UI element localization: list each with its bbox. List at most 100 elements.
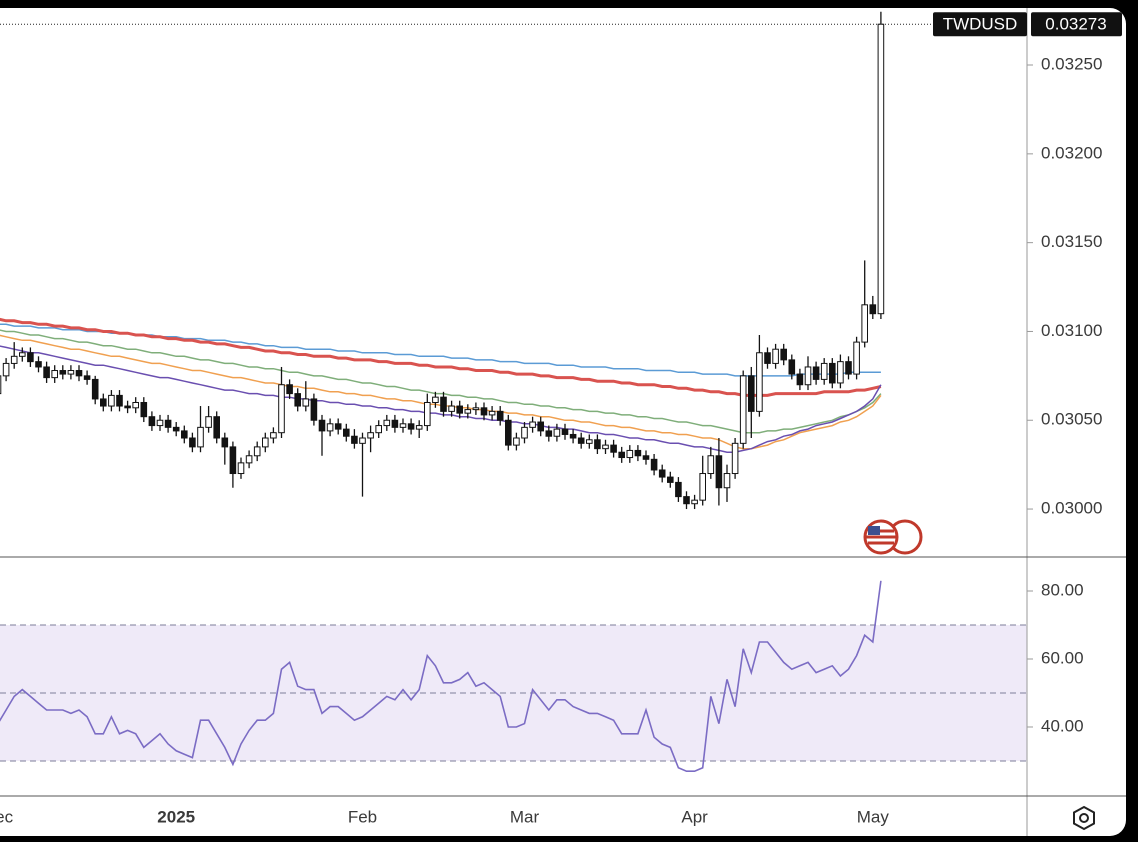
candle-body [780, 348, 788, 361]
y-tick-label: 60.00 [1041, 648, 1084, 667]
candle-body [334, 423, 342, 430]
y-tick-label: 0.03000 [1041, 499, 1102, 518]
candle-body [626, 449, 634, 459]
candle-body [415, 425, 423, 430]
candle-body [594, 439, 601, 450]
candle-body [812, 366, 820, 380]
y-tick-label: 80.00 [1041, 580, 1084, 599]
candle-body [310, 398, 318, 421]
rsi-line [0, 580, 882, 772]
candle-body [505, 419, 512, 446]
candle-body [537, 421, 545, 432]
candle-body [853, 341, 860, 375]
candle-body [845, 361, 852, 375]
candle-body [213, 416, 220, 439]
candle-body [739, 375, 747, 444]
candle-body [172, 426, 180, 432]
y-tick-label: 0.03050 [1041, 410, 1102, 429]
last-price-label: 0.03273 [1045, 15, 1106, 34]
candle-body [658, 469, 666, 478]
candle-body [351, 435, 358, 444]
candle-body [164, 419, 172, 428]
candle-body [553, 428, 561, 437]
candle-body [19, 352, 26, 357]
candle-body [124, 405, 131, 409]
plot-layer [0, 11, 933, 772]
symbol-tag [933, 12, 1027, 37]
candle-body [448, 405, 455, 412]
candle-body [586, 439, 593, 444]
candle-body [253, 446, 261, 457]
candle-body [513, 437, 520, 446]
y-tick-label: 0.03150 [1041, 232, 1102, 251]
currency-flags [863, 519, 923, 555]
candle-body [877, 23, 885, 315]
candle-body [318, 419, 326, 432]
candle-body [286, 384, 293, 395]
candle-body [561, 428, 569, 435]
candle-body [634, 449, 642, 457]
candle-body [829, 362, 836, 384]
candle-body [602, 444, 609, 450]
candle-body [723, 473, 731, 489]
candle-body [132, 401, 139, 409]
candle-body [756, 352, 763, 412]
candle-body [343, 428, 350, 437]
candle-body [302, 398, 310, 407]
candle-body [464, 409, 472, 414]
candle-body [772, 348, 779, 364]
candle-body [116, 394, 123, 407]
candle-body [83, 375, 91, 380]
candle-body [91, 378, 99, 400]
candle-body [545, 430, 553, 437]
candle-body [731, 442, 739, 475]
candle-body [407, 423, 415, 430]
candle-body [577, 437, 585, 444]
candle-body [521, 426, 528, 439]
candle-body [699, 473, 707, 501]
candle-body [440, 396, 447, 412]
candle-body [189, 437, 196, 448]
candle-body [35, 361, 42, 368]
rsi-band-layer [0, 624, 1027, 762]
candle-body [367, 432, 374, 439]
candle-body [262, 437, 269, 448]
candle-body [148, 416, 156, 427]
candle-body [108, 394, 115, 407]
candle-body [245, 455, 253, 464]
candle-body [496, 410, 504, 421]
candle-body [278, 384, 285, 434]
candle-body [788, 359, 796, 375]
symbol-label: TWDUSD [943, 15, 1018, 34]
candle-body [67, 370, 75, 375]
candle-body [375, 425, 382, 434]
candle-body [456, 405, 463, 414]
x-tick-label: 2025 [157, 807, 195, 826]
candle-body [424, 401, 431, 427]
candle-body [10, 355, 18, 364]
candle-body [432, 396, 439, 403]
candle-body [0, 375, 2, 395]
candle-body [383, 419, 391, 427]
candle-body [2, 362, 10, 377]
settings-button[interactable] [1073, 805, 1095, 831]
candle-body [796, 373, 804, 386]
candle-body [488, 410, 496, 416]
candle-body [472, 407, 480, 411]
candle-body [229, 446, 237, 475]
candle-body [156, 419, 164, 427]
candle-body [837, 361, 844, 384]
candle-body [51, 370, 59, 379]
candle-body [820, 362, 828, 380]
candle-body [610, 444, 617, 453]
candle-body [650, 458, 658, 471]
x-tick-label: May [857, 807, 890, 826]
y-tick-label: 40.00 [1041, 716, 1084, 735]
candle-body [237, 462, 245, 475]
candle-body [391, 419, 399, 428]
candle-body [326, 423, 334, 432]
candle-body [399, 423, 407, 428]
candle-body [27, 352, 34, 363]
moving-average-line [0, 317, 882, 397]
